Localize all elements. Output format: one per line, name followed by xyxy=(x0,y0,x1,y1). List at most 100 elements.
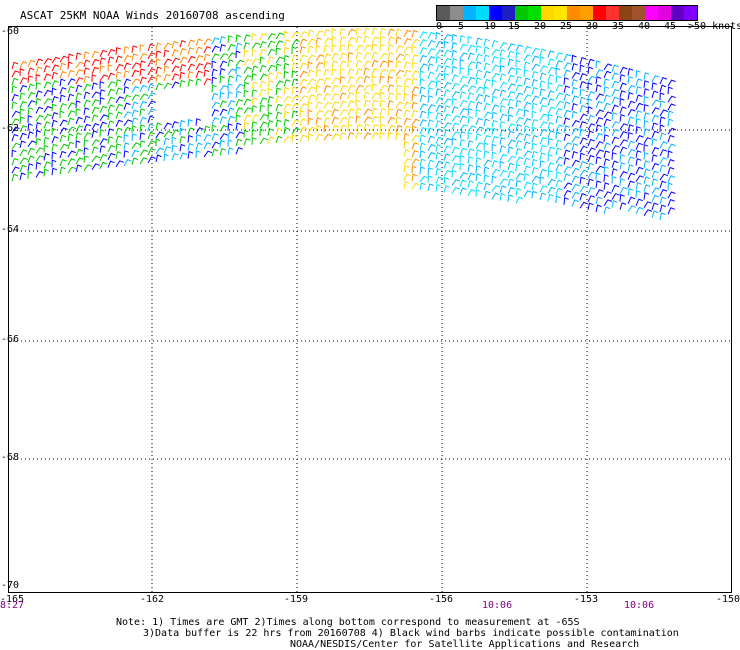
wind-barb xyxy=(315,37,322,45)
wind-barb xyxy=(467,100,475,108)
wind-barb xyxy=(643,88,650,96)
wind-barb xyxy=(547,162,555,170)
wind-barb xyxy=(595,93,604,101)
wind-barb xyxy=(603,118,611,126)
wind-barb xyxy=(339,76,346,84)
wind-barb xyxy=(35,170,44,178)
wind-barb xyxy=(435,120,442,128)
wind-barb xyxy=(411,125,417,134)
wind-barb xyxy=(475,93,484,102)
wind-barb xyxy=(523,133,531,141)
wind-barb xyxy=(499,81,508,89)
wind-barb xyxy=(203,46,212,54)
wind-barb xyxy=(283,30,289,39)
wind-barb xyxy=(291,95,300,103)
wind-barb xyxy=(331,108,339,117)
wind-barb xyxy=(427,71,435,79)
wind-barb xyxy=(387,92,395,100)
wind-barb xyxy=(571,63,578,71)
wind-barb xyxy=(483,46,490,55)
wind-barb xyxy=(43,113,52,121)
wind-barb xyxy=(443,145,452,153)
wind-barb xyxy=(339,44,346,52)
wind-barb xyxy=(19,116,25,124)
wind-barb xyxy=(11,133,19,142)
wind-barb xyxy=(587,130,594,139)
wind-barb xyxy=(35,129,41,138)
wind-barb xyxy=(635,86,642,94)
wind-barb xyxy=(571,127,580,135)
wind-barb xyxy=(75,92,82,101)
wind-barb xyxy=(547,106,556,114)
wind-barb xyxy=(483,182,491,191)
wind-barb xyxy=(515,187,522,196)
wind-barb xyxy=(587,82,593,91)
wind-barb xyxy=(379,60,388,68)
wind-barb xyxy=(403,92,409,101)
wind-barb xyxy=(115,55,123,63)
wind-barb xyxy=(547,137,554,146)
wind-barb xyxy=(187,118,193,127)
wind-barb xyxy=(467,44,476,52)
wind-barb xyxy=(155,58,161,67)
wind-barb xyxy=(131,109,139,117)
wind-barb xyxy=(579,145,588,153)
wind-barb xyxy=(627,84,636,92)
wind-barb xyxy=(475,165,481,173)
wind-barb xyxy=(459,43,468,51)
wind-barb xyxy=(43,105,52,113)
wind-barb xyxy=(355,84,364,92)
wind-barb xyxy=(171,73,180,81)
wind-barb xyxy=(259,56,265,65)
wind-barb xyxy=(587,90,595,99)
wind-barb xyxy=(291,31,300,39)
wind-barb xyxy=(11,126,20,134)
wind-barb xyxy=(555,179,563,188)
wind-barb xyxy=(419,119,428,127)
wind-barb xyxy=(483,190,491,199)
wind-barb xyxy=(299,134,308,142)
wind-barb xyxy=(475,181,483,190)
wind-barb xyxy=(595,196,603,205)
wind-barb xyxy=(627,108,636,116)
wind-barb xyxy=(459,66,465,75)
wind-barb xyxy=(347,28,356,36)
wind-barb xyxy=(163,137,170,146)
wind-barb xyxy=(427,167,433,175)
wind-barb xyxy=(243,49,249,58)
wind-barb xyxy=(443,98,453,105)
wind-barb xyxy=(523,190,532,198)
wind-barb xyxy=(507,90,516,99)
wind-barb xyxy=(659,109,668,117)
wind-barb xyxy=(283,136,293,143)
wind-barb xyxy=(91,163,100,171)
wind-barb xyxy=(259,128,265,137)
wind-barb xyxy=(595,109,604,117)
wind-barb xyxy=(19,68,25,76)
wind-barb xyxy=(667,95,676,103)
wind-barb xyxy=(619,194,625,202)
wind-barb xyxy=(19,77,28,85)
wind-barb xyxy=(411,93,417,102)
wind-barb xyxy=(131,45,138,53)
wind-barb xyxy=(443,169,452,177)
wind-barb xyxy=(571,54,577,63)
wind-barb xyxy=(155,74,162,83)
wind-barb xyxy=(459,99,468,107)
wind-barb xyxy=(491,127,498,136)
wind-barb xyxy=(563,149,571,157)
wind-barb xyxy=(163,153,169,162)
wind-barb xyxy=(155,66,162,75)
wind-barb xyxy=(515,132,524,140)
wind-barb xyxy=(339,36,346,44)
wind-barb xyxy=(363,67,370,76)
wind-barb xyxy=(339,92,347,100)
wind-barb xyxy=(307,86,316,94)
wind-barb xyxy=(435,176,443,184)
wind-barb xyxy=(371,99,379,108)
wind-barb xyxy=(211,37,220,45)
wind-barb xyxy=(611,175,617,184)
wind-barb xyxy=(403,125,411,133)
wind-barb xyxy=(563,173,571,181)
wind-barb xyxy=(555,75,561,84)
